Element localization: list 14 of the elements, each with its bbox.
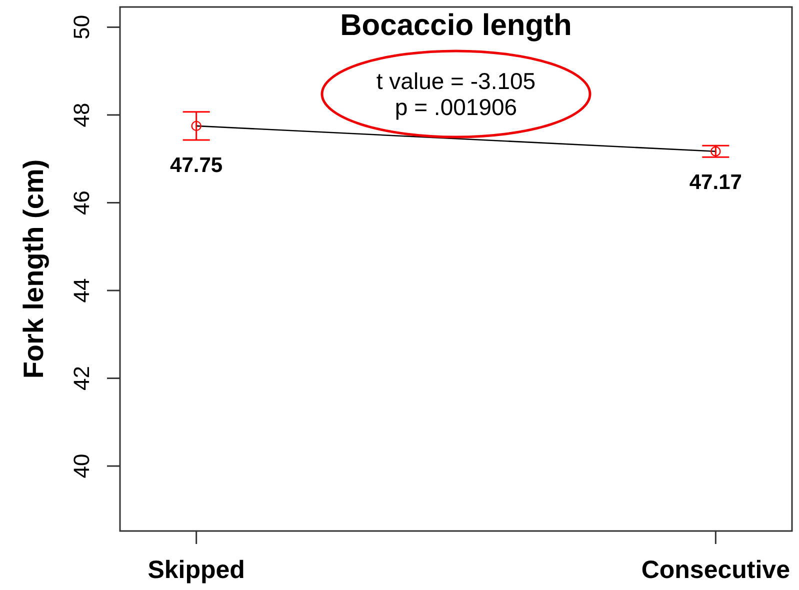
x-tick-label: Consecutive: [641, 556, 790, 584]
data-label: 47.75: [170, 154, 223, 177]
y-tick-label: 48: [69, 102, 94, 128]
annotation: t value = -3.105: [376, 68, 536, 94]
data-label: 47.17: [689, 171, 742, 194]
y-tick-label: 46: [69, 190, 94, 215]
y-tick-label: 44: [69, 278, 94, 303]
y-tick-label: 50: [69, 14, 94, 40]
annotation: p = .001906: [394, 94, 518, 120]
y-axis-title: Fork length (cm): [18, 159, 49, 379]
y-tick-label: 42: [69, 366, 94, 391]
x-tick-label: Skipped: [148, 556, 245, 584]
y-tick-label: 40: [69, 454, 94, 478]
chart-title: Bocaccio length: [340, 9, 572, 42]
